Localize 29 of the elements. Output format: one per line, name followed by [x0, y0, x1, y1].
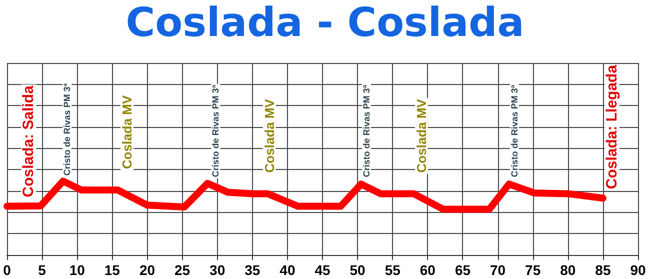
x-tick-label: 45 — [314, 262, 330, 278]
annotation: Coslada: Llegada — [603, 64, 620, 190]
x-tick-label: 25 — [174, 262, 190, 278]
x-tick-label: 85 — [595, 262, 611, 278]
x-tick-label: 20 — [139, 262, 156, 278]
annotation: Coslada MV — [262, 98, 277, 173]
x-tick-label: 65 — [454, 262, 471, 278]
annotation: Coslada: Salida — [20, 84, 38, 198]
x-tick-label: 10 — [69, 262, 86, 278]
x-tick-label: 50 — [350, 262, 366, 278]
annotation: Cristo de Rivas PM 3ª — [62, 82, 72, 176]
x-tick-label: 80 — [560, 262, 576, 278]
annotation: Coslada MV — [414, 98, 429, 173]
annotation: Cristo de Rivas PM 3ª — [210, 84, 221, 178]
annotation: Cristo de Rivas PM 3ª — [509, 84, 520, 178]
annotation: Cristo de Rivas PM 3ª — [361, 84, 372, 178]
x-tick-label: 35 — [244, 262, 260, 278]
x-tick-label: 55 — [384, 262, 401, 278]
annotation: Coslada MV — [119, 95, 134, 170]
x-tick-label: 60 — [420, 262, 436, 278]
x-tick-label: 75 — [525, 262, 541, 278]
x-tick-label: 5 — [38, 262, 46, 278]
x-tick-label: 0 — [3, 262, 12, 278]
x-tick-label: 30 — [210, 262, 226, 278]
x-tick-label: 90 — [630, 262, 646, 278]
chart-title: Coslada - Coslada — [126, 0, 524, 46]
x-tick-label: 40 — [280, 262, 296, 278]
x-tick-label: 15 — [104, 262, 120, 278]
x-tick-label: 70 — [490, 262, 506, 278]
